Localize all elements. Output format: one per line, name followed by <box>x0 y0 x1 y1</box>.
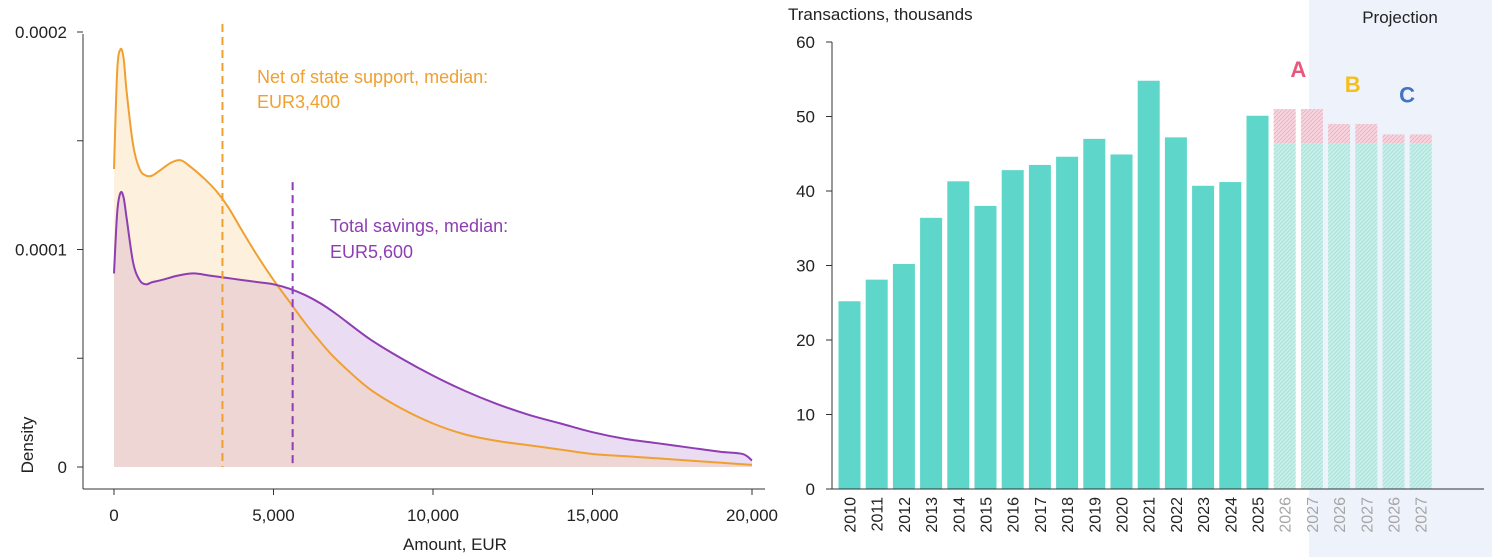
bar-2010 <box>838 301 861 489</box>
scenario-labels: A B C <box>1290 57 1415 107</box>
density-x-tick-label: 5,000 <box>252 506 295 525</box>
bar-2014 <box>947 181 970 489</box>
projection-scenario-bar <box>1328 123 1351 144</box>
transactions-x-tick-label: 2022 <box>1169 497 1186 533</box>
bar-2018 <box>1056 156 1079 490</box>
transactions-y-tick-label: 20 <box>796 331 815 350</box>
density-x-axis-label: Amount, EUR <box>403 535 507 554</box>
transactions-x-tick-label: 2012 <box>897 497 914 533</box>
transactions-y-ticks: 0 10 20 30 40 50 60 <box>796 33 832 499</box>
scenario-label-b: B <box>1345 72 1361 97</box>
bar-2023 <box>1192 185 1215 489</box>
bar-2011 <box>865 279 888 489</box>
total-median-label: Total savings, median: <box>330 216 508 236</box>
projection-base-bar <box>1273 143 1296 489</box>
scenario-label-a: A <box>1290 57 1306 82</box>
net-density-line <box>113 47 753 466</box>
transactions-x-tick-label: 2010 <box>843 497 860 533</box>
transactions-y-tick-label: 10 <box>796 406 815 425</box>
projection-base-bar <box>1300 143 1323 489</box>
transactions-x-tick-label: 2026 <box>1332 497 1349 533</box>
transactions-x-tick-label: 2014 <box>951 497 968 533</box>
density-x-tick-label: 0 <box>109 506 118 525</box>
projection-base-bar <box>1409 143 1432 489</box>
transactions-bars <box>838 80 1269 490</box>
net-median-label: Net of state support, median: <box>257 67 488 87</box>
net-median-value: EUR3,400 <box>257 92 340 112</box>
density-chart: Net of state support, median: EUR3,400 T… <box>15 23 778 554</box>
bar-2012 <box>892 264 915 489</box>
transactions-x-tick-label: 2011 <box>870 497 887 532</box>
density-x-tick-label: 10,000 <box>407 506 459 525</box>
bar-2015 <box>974 205 997 489</box>
projection-scenario-bar <box>1355 123 1378 144</box>
transactions-x-tick-label: 2017 <box>1033 497 1050 533</box>
density-y-axis-label: Density <box>18 416 37 473</box>
bar-2025 <box>1246 115 1269 489</box>
overlap-density-fill <box>114 192 752 467</box>
density-y-tick-label: 0.0002 <box>15 23 67 42</box>
projection-base-bar <box>1355 143 1378 489</box>
transactions-x-tick-label: 2025 <box>1251 497 1268 533</box>
transactions-x-tick-label: 2024 <box>1223 497 1240 533</box>
density-x-tick-label: 15,000 <box>567 506 619 525</box>
transactions-x-tick-label: 2027 <box>1359 497 1376 533</box>
density-y-tick-label: 0 <box>58 458 67 477</box>
bar-2024 <box>1219 182 1242 489</box>
transactions-x-tick-label: 2026 <box>1387 497 1404 533</box>
transactions-x-ticks: 2010 2011 2012 2013 2014 2015 2016 2017 2018 2019… <box>843 497 1431 533</box>
transactions-x-tick-label: 2027 <box>1305 497 1322 533</box>
projection-scenario-bar <box>1273 109 1296 144</box>
density-x-tick-label: 20,000 <box>726 506 778 525</box>
bar-2020 <box>1110 154 1133 489</box>
bar-2021 <box>1137 80 1160 490</box>
total-median-value: EUR5,600 <box>330 242 413 262</box>
bar-2013 <box>920 217 943 489</box>
transactions-x-tick-label: 2020 <box>1115 497 1132 533</box>
projection-base-bar <box>1382 143 1405 489</box>
projection-scenario-bar <box>1409 134 1432 144</box>
transactions-y-tick-label: 60 <box>796 33 815 52</box>
transactions-x-tick-label: 2021 <box>1142 497 1159 533</box>
transactions-y-tick-label: 30 <box>796 257 815 276</box>
transactions-x-tick-label: 2019 <box>1087 497 1104 533</box>
projection-scenario-bar <box>1300 109 1323 144</box>
transactions-chart: Projection Transactions, thousands A B C 0… <box>788 0 1492 557</box>
transactions-y-axis-label: Transactions, thousands <box>788 5 973 24</box>
transactions-x-tick-label: 2026 <box>1278 497 1295 533</box>
projection-base-bar <box>1328 143 1351 489</box>
transactions-y-tick-label: 50 <box>796 108 815 127</box>
bar-2022 <box>1164 137 1187 490</box>
transactions-x-tick-label: 2015 <box>979 497 996 533</box>
transactions-x-tick-label: 2018 <box>1060 497 1077 533</box>
projection-scenario-bar <box>1382 134 1405 144</box>
transactions-x-tick-label: 2016 <box>1006 497 1023 533</box>
transactions-y-tick-label: 40 <box>796 182 815 201</box>
transactions-x-tick-label: 2013 <box>924 497 941 533</box>
scenario-label-c: C <box>1399 82 1415 107</box>
density-y-tick-label: 0.0001 <box>15 241 67 260</box>
bar-2017 <box>1028 164 1051 490</box>
bar-2016 <box>1001 170 1024 489</box>
transactions-x-tick-label: 2023 <box>1196 497 1213 533</box>
density-y-ticks: 0 0.0001 0.0002 <box>15 23 83 477</box>
transactions-x-tick-label: 2027 <box>1414 497 1431 533</box>
bar-2019 <box>1083 138 1106 489</box>
transactions-y-tick-label: 0 <box>806 480 815 499</box>
projection-title: Projection <box>1362 8 1438 27</box>
projection-bars <box>1273 109 1432 489</box>
density-x-ticks: 0 5,000 10,000 15,000 20,000 <box>109 489 778 525</box>
total-density-line <box>113 190 753 462</box>
